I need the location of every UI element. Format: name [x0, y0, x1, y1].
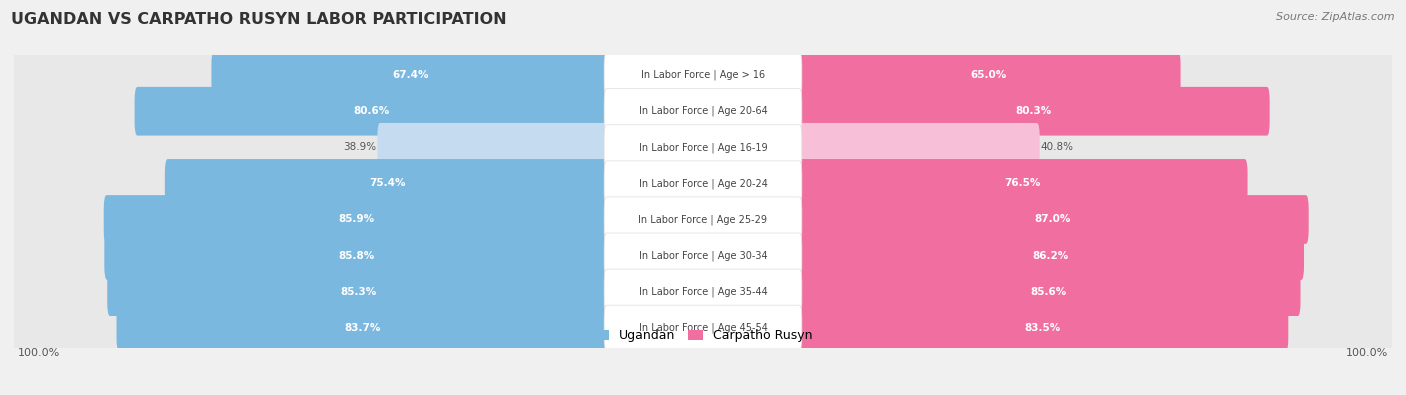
- FancyBboxPatch shape: [797, 51, 1181, 100]
- FancyBboxPatch shape: [605, 53, 801, 98]
- FancyBboxPatch shape: [13, 247, 1393, 337]
- FancyBboxPatch shape: [797, 195, 1309, 244]
- FancyBboxPatch shape: [13, 211, 1393, 300]
- FancyBboxPatch shape: [377, 123, 609, 172]
- FancyBboxPatch shape: [797, 303, 1288, 352]
- FancyBboxPatch shape: [797, 123, 1039, 172]
- Text: 83.7%: 83.7%: [344, 323, 381, 333]
- Text: 100.0%: 100.0%: [17, 348, 59, 357]
- FancyBboxPatch shape: [797, 231, 1303, 280]
- FancyBboxPatch shape: [135, 87, 609, 135]
- Text: 80.3%: 80.3%: [1015, 106, 1052, 116]
- Text: In Labor Force | Age 25-29: In Labor Force | Age 25-29: [638, 214, 768, 225]
- Text: In Labor Force | Age 20-64: In Labor Force | Age 20-64: [638, 106, 768, 117]
- Text: In Labor Force | Age > 16: In Labor Force | Age > 16: [641, 70, 765, 81]
- Text: 86.2%: 86.2%: [1032, 250, 1069, 261]
- FancyBboxPatch shape: [605, 233, 801, 278]
- FancyBboxPatch shape: [13, 283, 1393, 372]
- Text: 80.6%: 80.6%: [354, 106, 389, 116]
- Text: 85.6%: 85.6%: [1031, 287, 1067, 297]
- Text: 76.5%: 76.5%: [1004, 179, 1040, 188]
- Text: 40.8%: 40.8%: [1040, 142, 1073, 152]
- Text: 65.0%: 65.0%: [970, 70, 1007, 80]
- Text: 38.9%: 38.9%: [343, 142, 377, 152]
- FancyBboxPatch shape: [605, 269, 801, 314]
- Text: 83.5%: 83.5%: [1025, 323, 1060, 333]
- Text: In Labor Force | Age 35-44: In Labor Force | Age 35-44: [638, 286, 768, 297]
- Text: 75.4%: 75.4%: [368, 179, 405, 188]
- FancyBboxPatch shape: [107, 267, 609, 316]
- FancyBboxPatch shape: [13, 30, 1393, 120]
- FancyBboxPatch shape: [13, 103, 1393, 192]
- Text: 67.4%: 67.4%: [392, 70, 429, 80]
- Text: In Labor Force | Age 16-19: In Labor Force | Age 16-19: [638, 142, 768, 152]
- Legend: Ugandan, Carpatho Rusyn: Ugandan, Carpatho Rusyn: [589, 324, 817, 347]
- FancyBboxPatch shape: [104, 195, 609, 244]
- Text: In Labor Force | Age 30-34: In Labor Force | Age 30-34: [638, 250, 768, 261]
- FancyBboxPatch shape: [605, 125, 801, 170]
- FancyBboxPatch shape: [211, 51, 609, 100]
- FancyBboxPatch shape: [104, 231, 609, 280]
- Text: 100.0%: 100.0%: [1347, 348, 1389, 357]
- FancyBboxPatch shape: [117, 303, 609, 352]
- FancyBboxPatch shape: [605, 89, 801, 134]
- FancyBboxPatch shape: [797, 87, 1270, 135]
- FancyBboxPatch shape: [13, 66, 1393, 156]
- Text: Source: ZipAtlas.com: Source: ZipAtlas.com: [1277, 12, 1395, 22]
- Text: In Labor Force | Age 20-24: In Labor Force | Age 20-24: [638, 178, 768, 189]
- Text: 85.3%: 85.3%: [340, 287, 377, 297]
- Text: 85.9%: 85.9%: [339, 214, 374, 224]
- Text: UGANDAN VS CARPATHO RUSYN LABOR PARTICIPATION: UGANDAN VS CARPATHO RUSYN LABOR PARTICIP…: [11, 12, 508, 27]
- FancyBboxPatch shape: [797, 267, 1301, 316]
- FancyBboxPatch shape: [605, 305, 801, 350]
- FancyBboxPatch shape: [797, 159, 1247, 208]
- FancyBboxPatch shape: [605, 197, 801, 242]
- Text: 85.8%: 85.8%: [339, 250, 375, 261]
- Text: In Labor Force | Age 45-54: In Labor Force | Age 45-54: [638, 322, 768, 333]
- FancyBboxPatch shape: [13, 139, 1393, 228]
- FancyBboxPatch shape: [13, 175, 1393, 264]
- FancyBboxPatch shape: [605, 161, 801, 206]
- FancyBboxPatch shape: [165, 159, 609, 208]
- Text: 87.0%: 87.0%: [1035, 214, 1071, 224]
